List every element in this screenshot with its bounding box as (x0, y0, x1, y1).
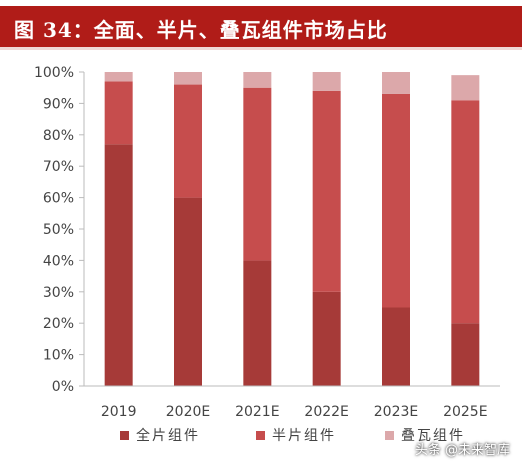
legend-swatch (256, 431, 265, 440)
y-tick-label: 20% (43, 316, 74, 332)
bar-segment-half-cell (312, 90, 341, 292)
bar-segment-full-cell (243, 260, 272, 386)
legend-label: 全片组件 (136, 427, 200, 444)
bar-group-2019 (104, 72, 133, 386)
bar-group-2020E (174, 72, 202, 386)
bar-segment-full-cell (382, 307, 410, 386)
bar-segment-full-cell (104, 144, 133, 386)
y-tick-label: 10% (43, 348, 74, 364)
x-tick-label: 2022E (304, 404, 348, 420)
x-tick-label: 2023E (374, 404, 418, 420)
bar-segment-shingled (243, 72, 272, 88)
y-tick-label: 50% (43, 222, 74, 238)
y-tick-label: 40% (43, 253, 74, 269)
x-tick-label: 2020E (166, 404, 210, 420)
y-tick-label: 70% (43, 159, 74, 175)
y-tick-label: 30% (43, 285, 74, 301)
legend-label: 半片组件 (272, 428, 336, 444)
bar-segment-half-cell (104, 81, 133, 145)
bar-segment-full-cell (312, 291, 341, 386)
bar-group-2021E (243, 72, 272, 386)
bar-segment-shingled (312, 72, 341, 91)
x-tick-label: 2019 (101, 404, 137, 420)
y-tick-label: 90% (43, 96, 74, 112)
legend-swatch (120, 431, 129, 440)
chart-title: 图 34：全面、半片、叠瓦组件市场占比 (14, 18, 388, 42)
legend-item: 全片组件 (120, 427, 200, 444)
bar-segment-shingled (382, 72, 410, 94)
legend-item: 半片组件 (256, 428, 336, 444)
legend-item: 叠瓦组件 (385, 428, 465, 444)
legend-label: 叠瓦组件 (401, 428, 465, 444)
y-tick-label: 100% (34, 65, 74, 81)
title-bar: 图 34：全面、半片、叠瓦组件市场占比 (0, 6, 522, 50)
legend: 全片组件 半片组件 叠瓦组件 (120, 427, 465, 444)
y-axis: 0% 10% 20% 30% 40% 50% 60% 70% 80% 90% 100% (34, 65, 85, 395)
x-axis: 2019 2020E 2021E 2022E 2023E 2025E (84, 385, 500, 420)
watermark: 头条 @未来智库 (414, 443, 510, 458)
bar-group-2025E (451, 75, 480, 386)
bar-segment-shingled (174, 72, 202, 85)
x-tick-label: 2025E (443, 404, 487, 420)
bar-segment-shingled (451, 75, 480, 101)
bar-group-2022E (312, 72, 341, 386)
bar-segment-full-cell (174, 197, 202, 386)
y-tick-label: 60% (43, 191, 74, 207)
x-tick-label: 2021E (235, 404, 279, 420)
y-tick-label: 80% (43, 128, 74, 144)
bar-segment-shingled (104, 72, 133, 82)
bar-segment-half-cell (243, 87, 272, 261)
bars (104, 72, 480, 386)
y-tick-label: 0% (52, 379, 74, 395)
bar-segment-half-cell (174, 84, 202, 198)
bar-group-2023E (382, 72, 410, 386)
legend-swatch (385, 431, 394, 440)
bar-segment-half-cell (382, 93, 410, 308)
bar-segment-half-cell (451, 100, 480, 324)
bar-segment-full-cell (451, 323, 480, 386)
